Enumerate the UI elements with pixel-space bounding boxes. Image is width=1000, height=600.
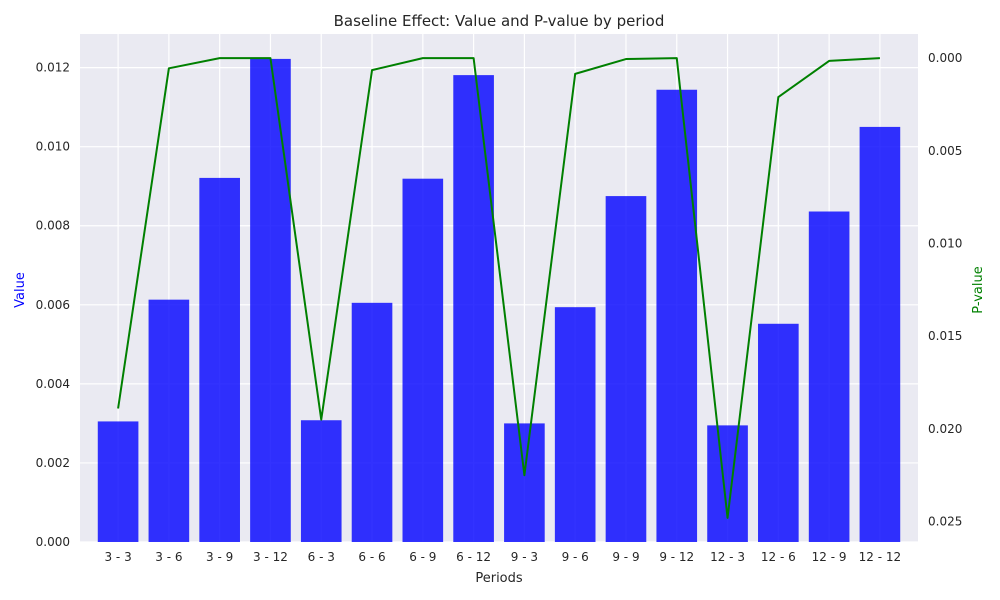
bars [97, 58, 901, 543]
y2-axis-label: P-value [971, 266, 986, 313]
x-tick-label: 3 - 3 [104, 550, 131, 564]
value-bar [605, 196, 647, 542]
x-tick-label: 6 - 12 [456, 550, 491, 564]
x-tick-label: 12 - 9 [812, 550, 847, 564]
value-bar [656, 89, 698, 542]
x-axis-label: Periods [475, 571, 523, 586]
x-tick-label: 12 - 3 [710, 550, 745, 564]
value-bar [97, 421, 139, 542]
value-bar [453, 75, 494, 543]
y2-tick-label: 0.010 [928, 237, 962, 251]
chart-title: Baseline Effect: Value and P-value by pe… [334, 12, 665, 30]
y-tick-label: 0.002 [36, 456, 70, 470]
value-bar [554, 307, 596, 542]
y-tick-label: 0.012 [36, 61, 70, 75]
y2-tick-label: 0.005 [928, 144, 962, 158]
x-tick-label: 12 - 12 [859, 550, 902, 564]
y2-tick-label: 0.000 [928, 51, 962, 65]
x-tick-label: 6 - 6 [358, 550, 385, 564]
value-bar [859, 126, 901, 543]
value-bar [707, 425, 748, 542]
x-ticks: 3 - 3 3 - 6 3 - 9 3 - 12 6 - 3 6 - 6 6 - 9 6 - … [104, 550, 901, 564]
x-tick-label: 12 - 6 [761, 550, 796, 564]
x-tick-label: 9 - 12 [659, 550, 694, 564]
value-bar [504, 423, 545, 542]
value-bar [250, 58, 291, 543]
y-tick-label: 0.006 [36, 298, 70, 312]
value-bar [808, 211, 850, 542]
x-tick-label: 6 - 3 [308, 550, 335, 564]
value-bar [351, 302, 393, 542]
y-tick-label: 0.004 [36, 377, 70, 391]
x-tick-label: 3 - 6 [155, 550, 182, 564]
value-bar [300, 420, 342, 542]
y2-ticks: 0.000 0.005 0.010 0.015 0.020 0.025 [928, 51, 962, 529]
value-bar [148, 299, 190, 542]
pvalue-line-group [117, 57, 880, 519]
x-tick-label: 9 - 6 [562, 550, 589, 564]
y2-tick-label: 0.025 [928, 515, 962, 529]
y-tick-label: 0.000 [36, 535, 70, 549]
pvalue-line [117, 57, 880, 519]
y2-tick-label: 0.020 [928, 422, 962, 436]
x-tick-label: 3 - 9 [206, 550, 233, 564]
x-tick-label: 9 - 9 [612, 550, 639, 564]
y2-tick-label: 0.015 [928, 329, 962, 343]
x-tick-label: 9 - 3 [511, 550, 538, 564]
y-ticks: 0.000 0.002 0.004 0.006 0.008 0.010 0.012 [36, 61, 70, 549]
x-tick-label: 6 - 9 [409, 550, 436, 564]
value-bar [402, 178, 444, 543]
x-tick-label: 3 - 12 [253, 550, 288, 564]
y-tick-label: 0.008 [36, 219, 70, 233]
value-bar [758, 323, 799, 542]
y-tick-label: 0.010 [36, 140, 70, 154]
value-bar [199, 177, 240, 542]
y-axis-label: Value [13, 272, 28, 308]
